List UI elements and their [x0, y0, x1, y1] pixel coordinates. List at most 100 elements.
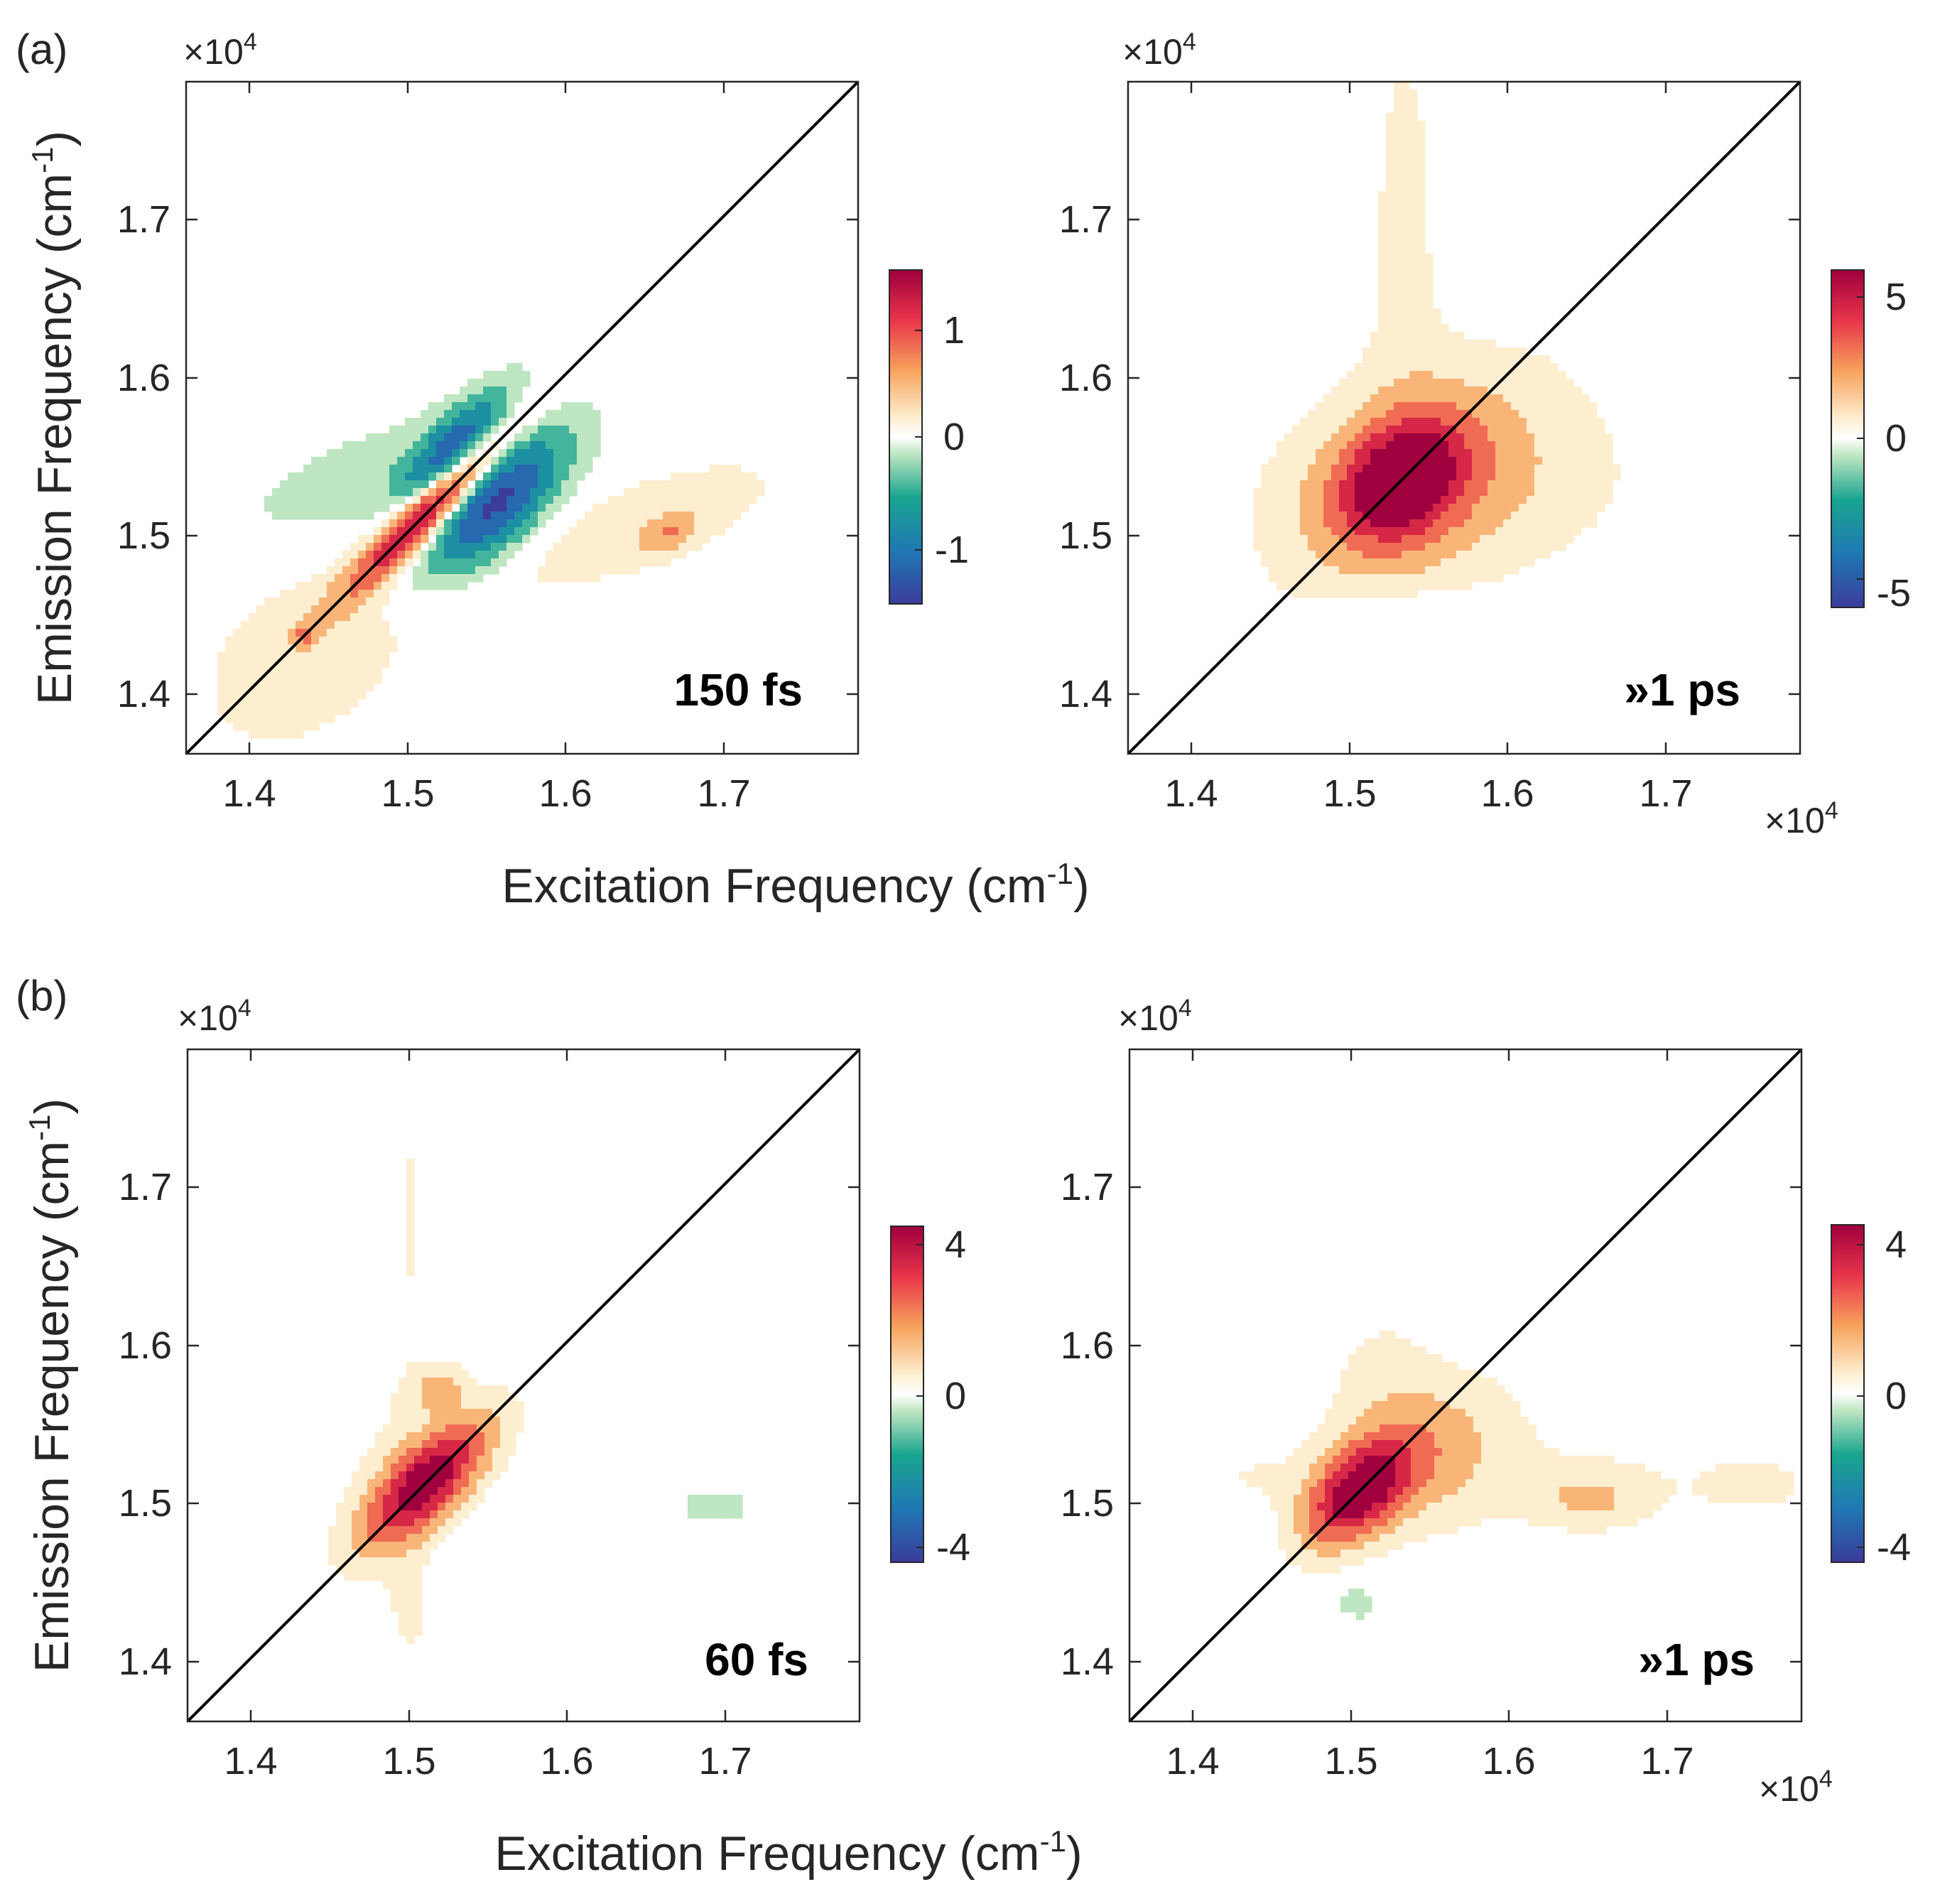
- heatmap-cell: [516, 1401, 524, 1410]
- heatmap-cell: [1316, 472, 1324, 481]
- heatmap-cell: [1356, 1518, 1365, 1527]
- heatmap-cell: [1325, 1456, 1333, 1464]
- heatmap-cell: [1261, 488, 1269, 497]
- heatmap-cell: [655, 535, 663, 543]
- heatmap-cell: [499, 496, 507, 504]
- heatmap-cell: [241, 660, 249, 669]
- heatmap-cell: [1472, 488, 1480, 497]
- heatmap-cell: [256, 637, 265, 645]
- heatmap-cell: [342, 691, 351, 700]
- heatmap-cell: [1511, 488, 1519, 497]
- heatmap-cell: [1419, 1464, 1427, 1472]
- heatmap-cell: [1402, 566, 1410, 575]
- heatmap-cell: [1433, 465, 1441, 473]
- heatmap-cell: [1536, 1471, 1544, 1480]
- heatmap-cell: [366, 551, 374, 559]
- heatmap-cell: [445, 1370, 454, 1378]
- heatmap-cell: [1567, 1487, 1576, 1495]
- heatmap-cell: [1340, 1495, 1349, 1503]
- heatmap-cell: [1606, 1471, 1615, 1480]
- heatmap-cell: [1575, 1479, 1583, 1488]
- heatmap-cell: [569, 465, 578, 473]
- heatmap-cell: [1380, 1479, 1388, 1488]
- heatmap-cell: [475, 558, 484, 567]
- heatmap-cell: [1558, 480, 1566, 489]
- heatmap-cell: [272, 723, 281, 731]
- heatmap-cell: [460, 519, 468, 528]
- heatmap-cell: [647, 558, 656, 567]
- heatmap-cell: [483, 512, 492, 520]
- heatmap-cell: [1339, 504, 1348, 512]
- heatmap-cell: [413, 535, 421, 543]
- heatmap-cell: [1534, 480, 1543, 489]
- heatmap-cell: [461, 1471, 470, 1480]
- heatmap-cell: [375, 1557, 384, 1566]
- heatmap-cell: [1450, 1448, 1458, 1456]
- heatmap-cell: [1348, 1549, 1357, 1558]
- heatmap-cell: [311, 707, 320, 715]
- heatmap-cell: [367, 1471, 376, 1480]
- heatmap-cell: [639, 558, 648, 567]
- heatmap-cell: [749, 496, 757, 504]
- heatmap-cell: [1301, 1503, 1310, 1511]
- heatmap-cell: [1480, 574, 1488, 583]
- heatmap-cell: [444, 496, 453, 504]
- heatmap-cell: [358, 597, 367, 606]
- heatmap-cell: [1598, 1526, 1607, 1535]
- heatmap-cell: [1278, 1518, 1286, 1527]
- heatmap-cell: [335, 699, 343, 708]
- heatmap-cell: [1487, 488, 1496, 497]
- heatmap-cell: [1409, 449, 1418, 458]
- heatmap-cell: [461, 1456, 470, 1464]
- heatmap-cell: [344, 1503, 352, 1511]
- heatmap-cell: [1417, 465, 1426, 473]
- heatmap-cell: [1597, 472, 1605, 481]
- heatmap-cell: [422, 1393, 430, 1402]
- heatmap-cell: [1456, 543, 1465, 551]
- heatmap-cell: [1597, 496, 1605, 504]
- heatmap-cell: [1362, 410, 1371, 418]
- heatmap-cell: [1489, 1471, 1497, 1480]
- heatmap-cell: [1550, 394, 1559, 403]
- heatmap-cell: [280, 644, 288, 653]
- heatmap-cell: [561, 449, 570, 458]
- heatmap-cell: [514, 496, 523, 504]
- heatmap-cell: [1480, 465, 1488, 473]
- heatmap-cell: [336, 1542, 345, 1550]
- heatmap-cell: [422, 1534, 430, 1542]
- heatmap-cell: [406, 1518, 415, 1527]
- heatmap-cell: [585, 566, 593, 575]
- heatmap-cell: [1544, 1518, 1552, 1527]
- heatmap-cell: [1739, 1464, 1747, 1472]
- x-ticks: [1190, 82, 1667, 754]
- heatmap-cell: [342, 551, 351, 559]
- heatmap-cell: [1403, 1464, 1411, 1472]
- heatmap-cell: [1378, 355, 1387, 364]
- heatmap-cell: [1347, 512, 1355, 520]
- time-annotation: 150 fs: [674, 664, 803, 715]
- heatmap-cell: [1542, 363, 1551, 372]
- x-tick-label: 1.6: [540, 1740, 593, 1783]
- heatmap-cell: [1331, 449, 1340, 458]
- heatmap-cell: [1591, 1526, 1599, 1535]
- heatmap-cell: [1527, 441, 1535, 450]
- heatmap-cell: [1465, 1518, 1474, 1527]
- heatmap-cell: [585, 527, 593, 536]
- heatmap-cell: [1550, 402, 1559, 411]
- heatmap-cell: [1316, 449, 1324, 458]
- heatmap-cell: [1591, 1479, 1599, 1488]
- heatmap-cell: [1464, 449, 1473, 458]
- heatmap-cell: [1503, 566, 1512, 575]
- heatmap-cell: [1481, 1401, 1490, 1410]
- heatmap-cell: [1426, 1464, 1435, 1472]
- heatmap-cell: [1497, 1401, 1505, 1410]
- heatmap-cell: [1386, 199, 1394, 207]
- heatmap-cell: [421, 527, 429, 536]
- heatmap-cell: [1277, 551, 1285, 559]
- heatmap-cell: [1409, 261, 1418, 270]
- heatmap-cell: [1544, 1456, 1552, 1464]
- heatmap-cell: [1317, 1495, 1326, 1503]
- heatmap-cell: [445, 1393, 454, 1402]
- heatmap-cell: [678, 480, 687, 489]
- heatmap-cell: [1417, 582, 1426, 590]
